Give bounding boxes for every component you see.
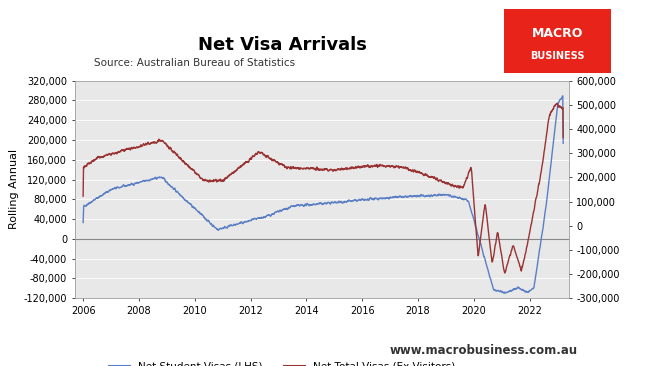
- Text: www.macrobusiness.com.au: www.macrobusiness.com.au: [390, 344, 578, 357]
- Legend: Net Student Visas (LHS), Net Total Visas (Ex Visitors): Net Student Visas (LHS), Net Total Visas…: [105, 358, 460, 366]
- Text: Source: Australian Bureau of Statistics: Source: Australian Bureau of Statistics: [94, 58, 295, 68]
- Text: MACRO: MACRO: [532, 27, 583, 40]
- Y-axis label: Rolling Annual: Rolling Annual: [10, 149, 20, 229]
- Title: Net Visa Arrivals: Net Visa Arrivals: [198, 36, 367, 54]
- Text: BUSINESS: BUSINESS: [530, 51, 584, 61]
